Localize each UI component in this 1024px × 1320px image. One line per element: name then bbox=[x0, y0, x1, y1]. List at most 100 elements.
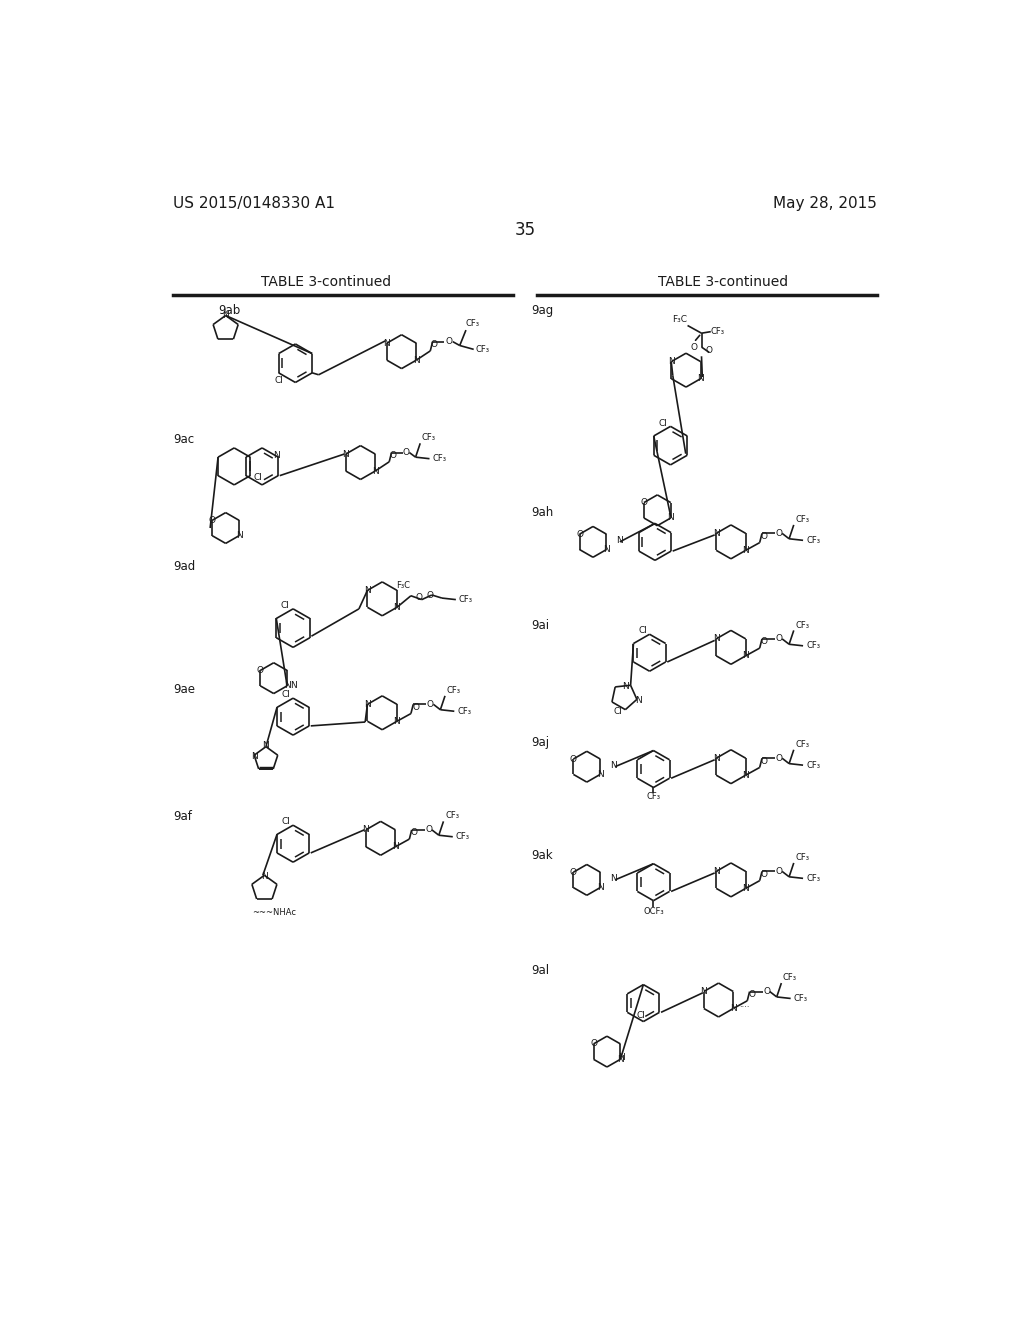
Text: O: O bbox=[775, 867, 782, 876]
Text: N: N bbox=[365, 700, 371, 709]
Text: CF₃: CF₃ bbox=[806, 536, 820, 545]
Text: CF₃: CF₃ bbox=[796, 853, 809, 862]
Text: 9al: 9al bbox=[531, 964, 549, 977]
Text: O: O bbox=[775, 754, 782, 763]
Text: N: N bbox=[700, 987, 708, 997]
Text: N: N bbox=[392, 842, 398, 851]
Text: 9ae: 9ae bbox=[173, 684, 195, 696]
Text: O: O bbox=[426, 591, 433, 601]
Text: O: O bbox=[761, 532, 768, 541]
Text: Cl: Cl bbox=[637, 1011, 645, 1020]
Text: 9af: 9af bbox=[173, 810, 191, 824]
Text: N: N bbox=[597, 883, 603, 892]
Text: CF₃: CF₃ bbox=[445, 812, 459, 821]
Text: N: N bbox=[603, 545, 610, 554]
Text: N: N bbox=[393, 717, 400, 726]
Text: F₃C: F₃C bbox=[673, 315, 687, 323]
Text: CF₃: CF₃ bbox=[466, 319, 480, 329]
Text: CF₃: CF₃ bbox=[475, 345, 489, 354]
Text: N: N bbox=[697, 374, 705, 383]
Text: N: N bbox=[365, 586, 371, 595]
Text: OCF₃: OCF₃ bbox=[643, 907, 664, 916]
Text: CF₃: CF₃ bbox=[446, 686, 461, 694]
Text: O: O bbox=[761, 756, 768, 766]
Text: N: N bbox=[597, 770, 603, 779]
Text: N: N bbox=[273, 451, 280, 461]
Text: 9aj: 9aj bbox=[531, 735, 549, 748]
Text: N: N bbox=[713, 754, 720, 763]
Text: 9ab: 9ab bbox=[218, 305, 241, 317]
Text: O: O bbox=[411, 829, 418, 837]
Text: N: N bbox=[617, 1055, 624, 1064]
Text: O: O bbox=[590, 1039, 597, 1048]
Text: N: N bbox=[362, 825, 370, 834]
Text: O: O bbox=[690, 343, 697, 351]
Text: O: O bbox=[570, 755, 577, 763]
Text: CF₃: CF₃ bbox=[783, 973, 797, 982]
Text: CF₃: CF₃ bbox=[432, 454, 446, 463]
Text: 9ah: 9ah bbox=[531, 506, 553, 519]
Text: N: N bbox=[713, 867, 720, 876]
Text: N: N bbox=[742, 771, 750, 780]
Text: O: O bbox=[445, 337, 453, 346]
Text: Cl: Cl bbox=[254, 473, 262, 482]
Text: N: N bbox=[742, 884, 750, 892]
Text: N: N bbox=[284, 681, 291, 690]
Text: 9ai: 9ai bbox=[531, 619, 549, 632]
Text: 35: 35 bbox=[514, 220, 536, 239]
Text: N: N bbox=[261, 871, 267, 880]
Text: O: O bbox=[761, 638, 768, 647]
Text: CF₃: CF₃ bbox=[794, 994, 808, 1003]
Text: N: N bbox=[262, 741, 269, 750]
Text: O: O bbox=[577, 529, 583, 539]
Text: TABLE 3-continued: TABLE 3-continued bbox=[658, 275, 788, 289]
Text: F₃C: F₃C bbox=[396, 581, 411, 590]
Text: ~~~NHAc: ~~~NHAc bbox=[252, 908, 296, 917]
Text: O: O bbox=[209, 516, 216, 525]
Text: N: N bbox=[713, 529, 720, 537]
Text: CF₃: CF₃ bbox=[646, 792, 660, 801]
Text: O: O bbox=[425, 825, 432, 834]
Text: N: N bbox=[383, 339, 390, 347]
Text: N: N bbox=[290, 681, 297, 690]
Text: May 28, 2015: May 28, 2015 bbox=[773, 195, 877, 211]
Text: CF₃: CF₃ bbox=[459, 595, 473, 605]
Text: CF₃: CF₃ bbox=[806, 874, 820, 883]
Text: N: N bbox=[393, 603, 400, 611]
Text: N: N bbox=[742, 546, 750, 554]
Text: O: O bbox=[402, 447, 410, 457]
Text: CF₃: CF₃ bbox=[456, 833, 470, 841]
Text: Cl: Cl bbox=[281, 601, 289, 610]
Text: O: O bbox=[761, 870, 768, 879]
Text: N: N bbox=[610, 760, 617, 770]
Text: Cl: Cl bbox=[282, 817, 291, 826]
Text: CF₃: CF₃ bbox=[806, 760, 820, 770]
Text: O: O bbox=[640, 498, 647, 507]
Text: N: N bbox=[668, 513, 674, 523]
Text: Cl: Cl bbox=[658, 418, 668, 428]
Text: O: O bbox=[749, 990, 756, 999]
Text: N: N bbox=[372, 466, 379, 475]
Text: CF₃: CF₃ bbox=[422, 433, 436, 442]
Text: O: O bbox=[706, 346, 713, 355]
Text: O: O bbox=[570, 867, 577, 876]
Text: CF₃: CF₃ bbox=[796, 515, 809, 524]
Text: O: O bbox=[775, 529, 782, 537]
Text: CF₃: CF₃ bbox=[796, 620, 809, 630]
Text: N: N bbox=[635, 697, 642, 705]
Text: N: N bbox=[623, 682, 629, 692]
Text: CF₃: CF₃ bbox=[806, 642, 820, 651]
Text: O: O bbox=[412, 704, 419, 711]
Text: 9ac: 9ac bbox=[173, 433, 195, 446]
Text: 9ag: 9ag bbox=[531, 304, 553, 317]
Text: Cl: Cl bbox=[638, 626, 647, 635]
Text: O: O bbox=[763, 987, 770, 997]
Text: N: N bbox=[618, 1053, 626, 1063]
Text: N: N bbox=[668, 358, 675, 366]
Text: O: O bbox=[257, 667, 264, 675]
Text: N: N bbox=[222, 312, 229, 319]
Text: N: N bbox=[610, 874, 617, 883]
Text: N: N bbox=[236, 531, 243, 540]
Text: N: N bbox=[413, 355, 420, 364]
Text: CF₃: CF₃ bbox=[711, 327, 725, 337]
